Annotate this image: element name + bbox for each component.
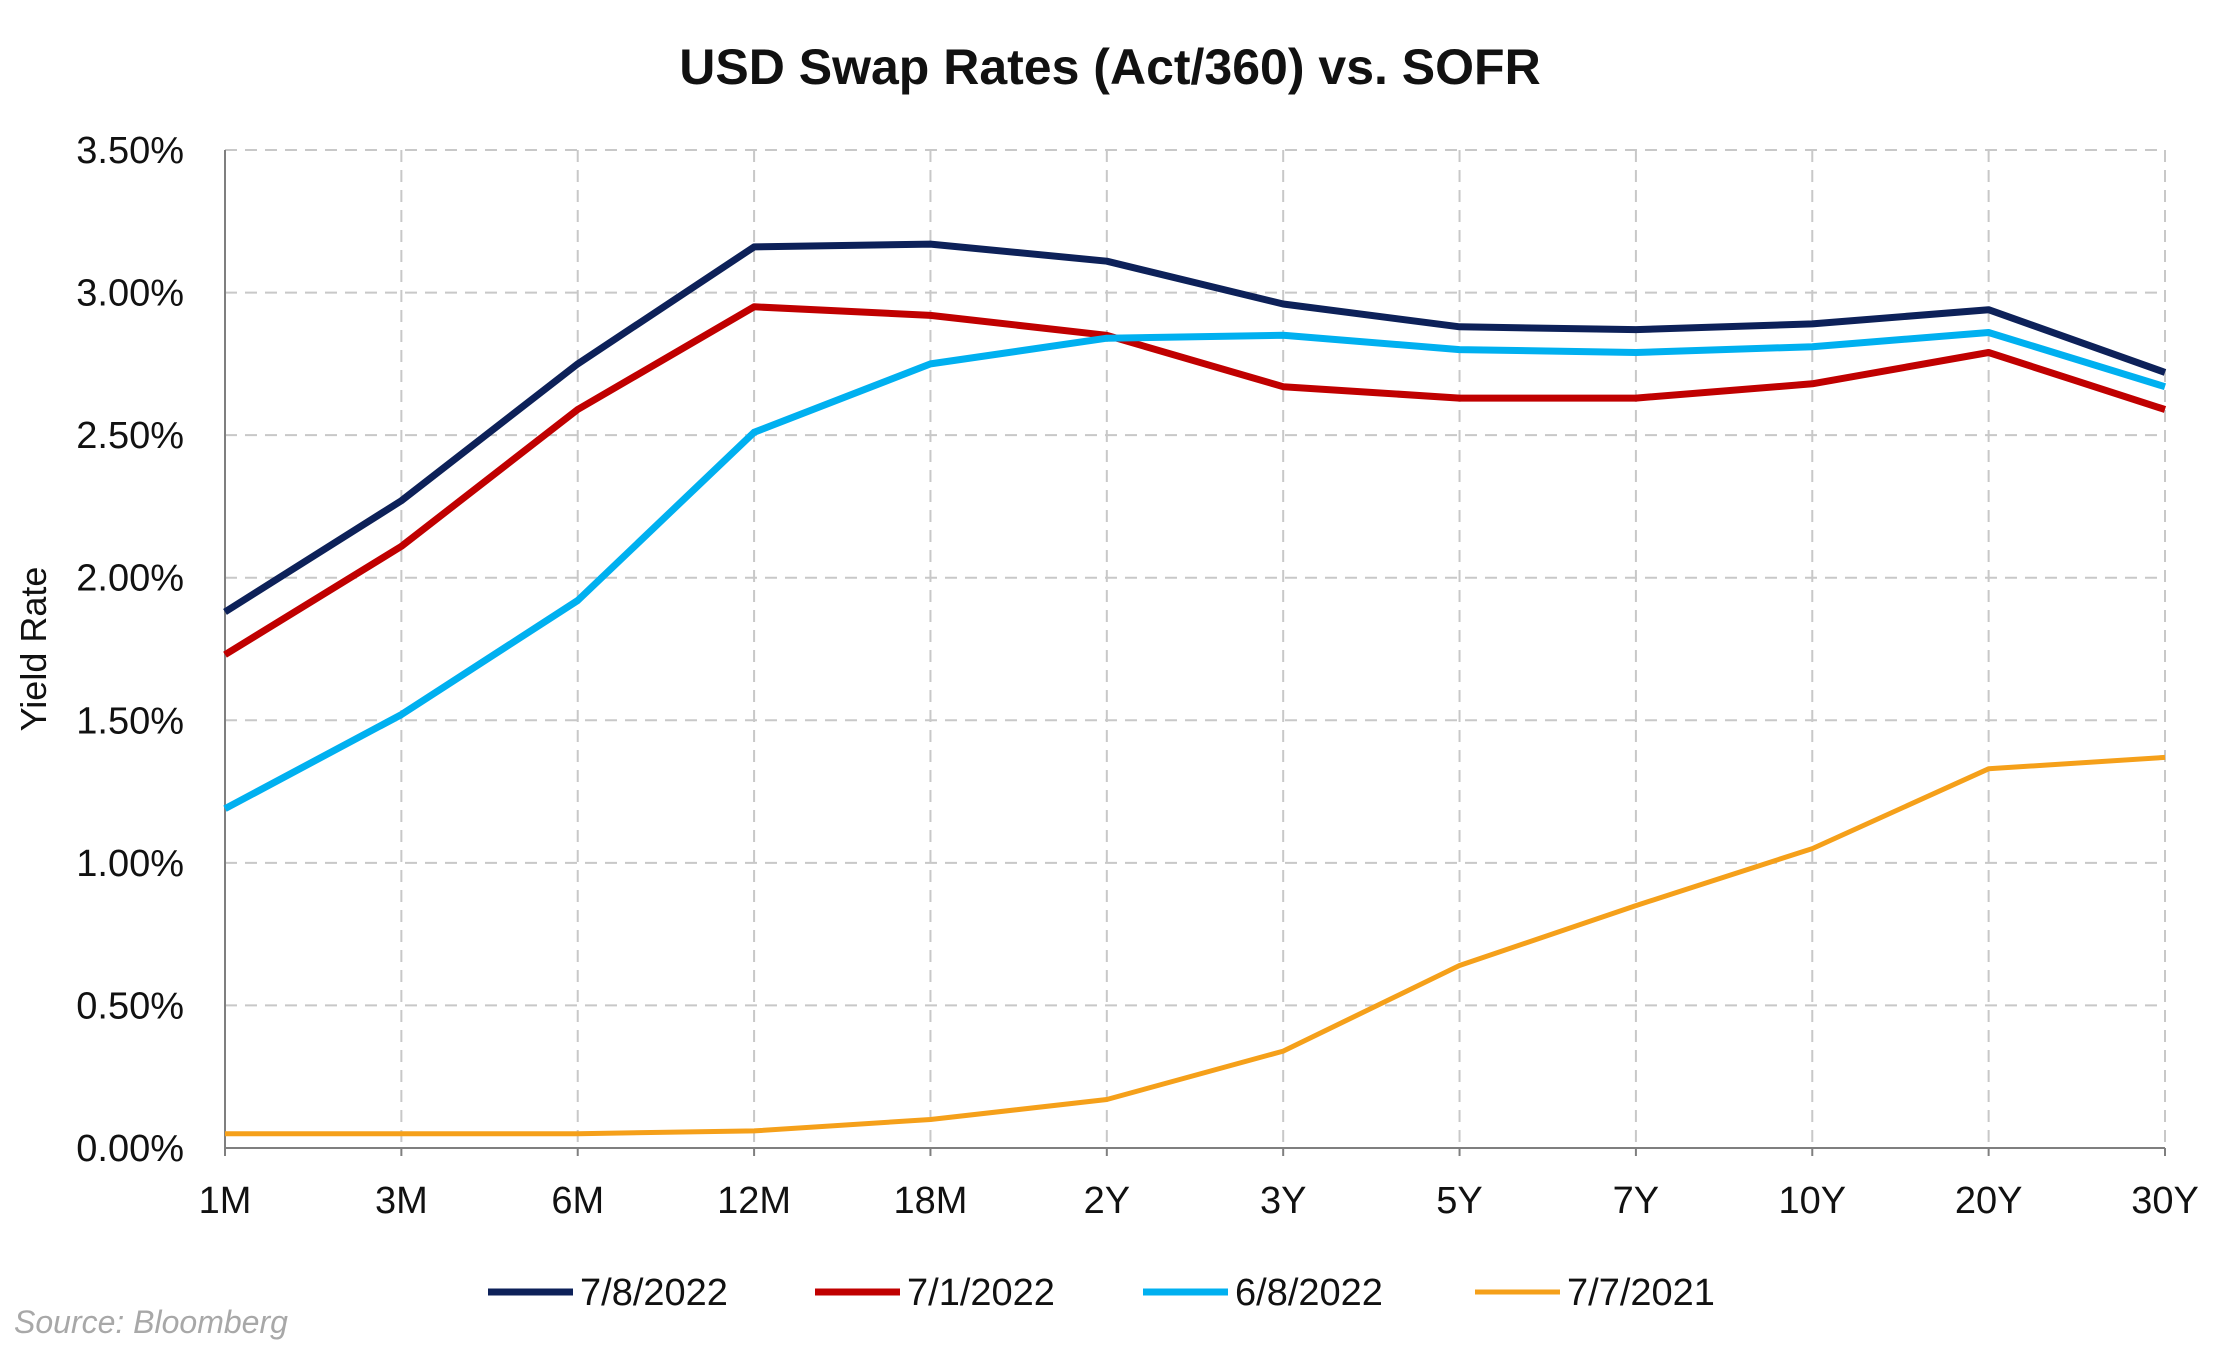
x-tick-label: 7Y (1613, 1180, 1659, 1222)
series-lines (223, 240, 2167, 1137)
x-tick-label: 6M (551, 1180, 604, 1222)
y-tick-label: 2.00% (76, 558, 184, 600)
legend-label: 6/8/2022 (1235, 1272, 1383, 1314)
tick-labels: 0.00% 0.50% 1.00% 1.50% 2.00% 2.50% 3.00% 3.50%… (76, 130, 2199, 1222)
x-tick-label: 3M (375, 1180, 428, 1222)
x-tick-label: 5Y (1436, 1180, 1482, 1222)
y-tick-label: 3.00% (76, 273, 184, 315)
y-tick-label: 0.50% (76, 985, 184, 1027)
chart-title: USD Swap Rates (Act/360) vs. SOFR (679, 39, 1540, 95)
y-tick-label: 1.50% (76, 700, 184, 742)
y-tick-label: 0.00% (76, 1128, 184, 1170)
gridlines (225, 149, 2166, 1148)
source-note: Source: Bloomberg (14, 1304, 288, 1340)
x-tick-label: 10Y (1778, 1180, 1846, 1222)
axes (224, 150, 2166, 1156)
legend-label: 7/7/2021 (1567, 1272, 1715, 1314)
y-axis-label: Yield Rate (13, 567, 54, 732)
y-tick-label: 3.50% (76, 130, 184, 172)
x-tick-label: 1M (199, 1180, 252, 1222)
series-line-4 (225, 754, 2166, 1137)
x-tick-label: 12M (717, 1180, 791, 1222)
x-tick-label: 18M (893, 1180, 967, 1222)
x-tick-label: 20Y (1955, 1180, 2023, 1222)
legend: 7/8/2022 7/1/2022 6/8/2022 7/7/2021 (488, 1272, 1715, 1314)
y-tick-label: 2.50% (76, 415, 184, 457)
legend-label: 7/8/2022 (580, 1272, 728, 1314)
legend-label: 7/1/2022 (907, 1272, 1055, 1314)
x-tick-label: 3Y (1260, 1180, 1306, 1222)
x-tick-label: 30Y (2131, 1180, 2199, 1222)
series-line-3 (223, 329, 2167, 812)
series-line-2 (223, 303, 2167, 658)
y-tick-label: 1.00% (76, 843, 184, 885)
x-tick-label: 2Y (1084, 1180, 1130, 1222)
series-line-1 (223, 240, 2167, 615)
